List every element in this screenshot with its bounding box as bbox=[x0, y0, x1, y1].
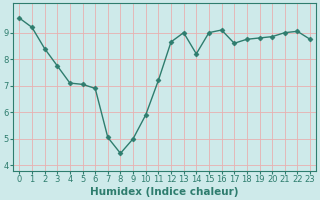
X-axis label: Humidex (Indice chaleur): Humidex (Indice chaleur) bbox=[91, 187, 239, 197]
